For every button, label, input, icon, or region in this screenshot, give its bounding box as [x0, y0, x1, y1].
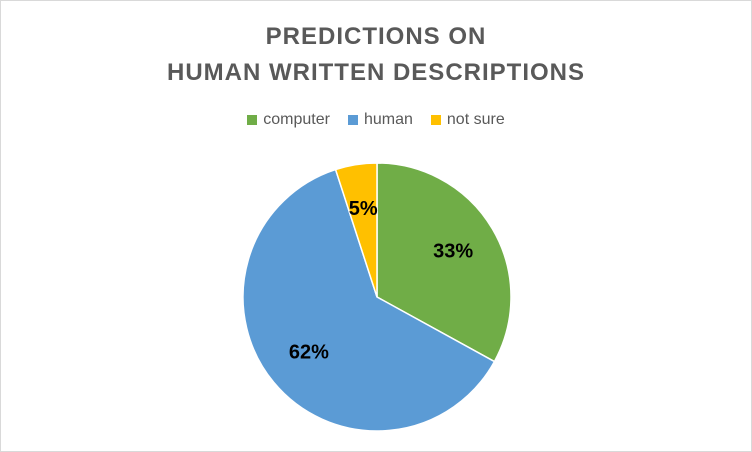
- pie-slice-not-sure: [334, 162, 378, 298]
- legend-swatch-not-sure: [430, 115, 441, 125]
- legend-item-not-sure: not sure: [430, 111, 505, 129]
- legend-item-human: human: [347, 111, 413, 129]
- legend-label-human: human: [363, 111, 413, 128]
- chart-title: PREDICTIONS ON HUMAN WRITTEN DESCRIPTION…: [1, 19, 751, 91]
- pie-slice-computer: [376, 162, 512, 363]
- legend-item-computer: computer: [247, 111, 330, 129]
- legend-swatch-computer: [247, 115, 258, 125]
- pie-labels: 33% 62% 5%: [289, 198, 474, 364]
- legend-label-not-sure: not sure: [446, 111, 505, 128]
- pie-slice-human: [242, 168, 496, 432]
- chart-title-line-2: HUMAN WRITTEN DESCRIPTIONS: [167, 59, 585, 86]
- pie-slices: [242, 162, 512, 432]
- data-label-human: 62%: [289, 342, 329, 364]
- chart-legend: computer human not sure: [1, 111, 751, 129]
- chart-title-line-1: PREDICTIONS ON: [265, 23, 487, 50]
- legend-swatch-human: [347, 115, 358, 125]
- data-label-computer: 33%: [433, 240, 473, 262]
- legend-label-computer: computer: [263, 111, 330, 128]
- data-label-not-sure: 5%: [349, 198, 378, 220]
